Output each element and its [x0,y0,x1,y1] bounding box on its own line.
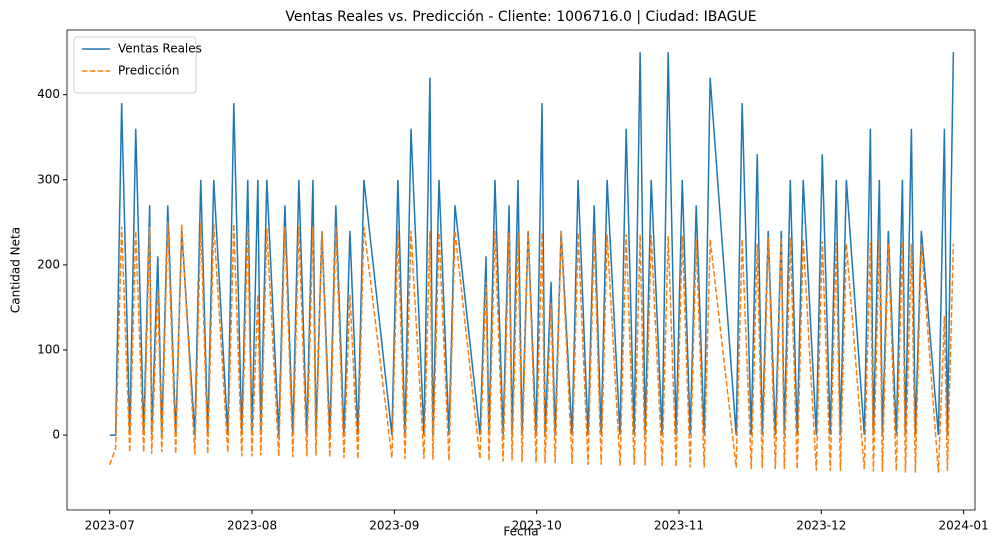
x-tick-label: 2023-11 [654,519,704,533]
x-tick-label: 2023-07 [85,519,135,533]
y-tick-label: 0 [52,428,60,442]
x-tick-label: 2024-01 [939,519,989,533]
y-tick-label: 200 [37,257,60,271]
x-tick-label: 2023-12 [796,519,846,533]
chart-title: Ventas Reales vs. Predicción - Cliente: … [285,9,756,25]
legend-label: Ventas Reales [118,42,202,56]
y-tick-label: 400 [37,87,60,101]
legend-label: Predicción [118,64,180,78]
series-line [108,222,955,473]
x-axis-label: Fecha [503,525,538,539]
plot-frame [66,29,976,511]
x-tick-label: 2023-10 [512,519,562,533]
x-tick-label: 2023-08 [227,519,277,533]
x-tick-label: 2023-09 [369,519,419,533]
legend: Ventas Reales Predicción [73,36,202,94]
y-tick-label: 300 [37,172,60,186]
legend-box [73,36,197,94]
y-axis-label: Cantidad Neta [9,227,23,313]
y-tick-label: 100 [37,343,60,357]
